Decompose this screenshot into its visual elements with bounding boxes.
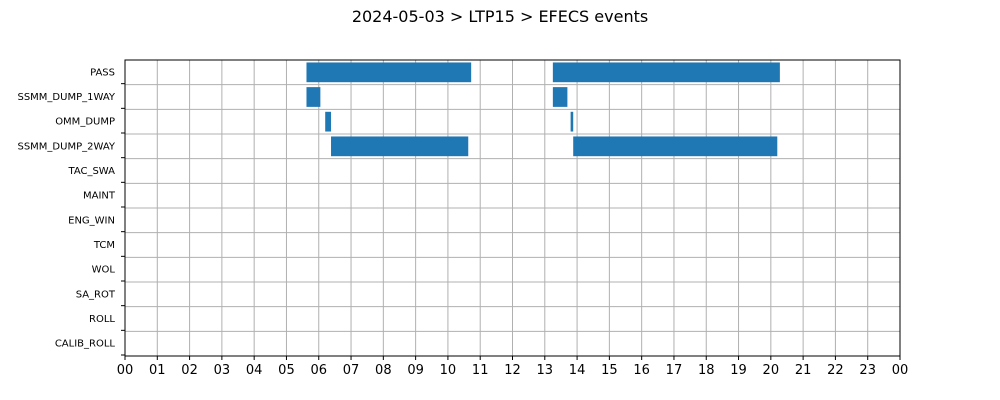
x-tick-label: 00 — [117, 363, 134, 378]
x-tick-label: 21 — [795, 363, 812, 378]
event-bar — [306, 87, 321, 107]
x-tick-label: 05 — [278, 363, 295, 378]
plot-frame — [124, 59, 901, 357]
event-bar — [573, 136, 778, 157]
event-bar — [570, 111, 574, 132]
x-tick-label: 01 — [149, 363, 166, 378]
y-tick-label: SSMM_DUMP_1WAY — [17, 92, 115, 103]
x-tick-label: 08 — [375, 363, 392, 378]
event-bar — [552, 87, 568, 107]
x-tick-label: 12 — [504, 363, 521, 378]
event-bar — [325, 111, 332, 132]
x-tick-label: 10 — [440, 363, 457, 378]
event-bar — [306, 62, 472, 83]
x-tick-label: 23 — [859, 363, 876, 378]
x-tick-label: 07 — [343, 363, 360, 378]
x-tick-label: 22 — [827, 363, 844, 378]
x-tick-label: 18 — [698, 363, 715, 378]
x-tick-label: 14 — [569, 363, 586, 378]
y-tick-label: MAINT — [83, 191, 116, 202]
x-tick-label: 11 — [472, 363, 489, 378]
x-tick-label: 16 — [633, 363, 650, 378]
x-tick-label: 19 — [730, 363, 747, 378]
chart-title: 2024-05-03 > LTP15 > EFECS events — [352, 7, 648, 26]
x-tick-label: 06 — [310, 363, 327, 378]
y-tick-label: ENG_WIN — [68, 215, 115, 226]
y-tick-label: WOL — [92, 265, 116, 276]
event-bar — [331, 136, 469, 157]
y-tick-label: CALIB_ROLL — [55, 339, 116, 350]
y-tick-label: OMM_DUMP — [55, 117, 115, 128]
y-tick-label: TCM — [93, 240, 115, 251]
y-tick-label: SA_ROT — [76, 289, 116, 300]
x-tick-label: 20 — [763, 363, 780, 378]
x-tick-label: 17 — [666, 363, 683, 378]
x-tick-label: 15 — [601, 363, 618, 378]
event-bar — [552, 62, 780, 83]
y-tick-label: TAC_SWA — [67, 166, 115, 177]
x-tick-label: 04 — [246, 363, 263, 378]
ticks-layer: 00 01 02 03 04 05 06 07 08 09 10 11 12 13 14 15 16 17 18 19… — [17, 67, 908, 378]
y-tick-label: PASS — [90, 67, 115, 78]
bars-layer — [306, 62, 780, 157]
x-tick-label: 03 — [214, 363, 231, 378]
x-tick-label: 00 — [892, 363, 909, 378]
y-tick-label: ROLL — [89, 314, 115, 325]
grid-layer — [124, 59, 901, 357]
x-tick-label: 09 — [407, 363, 424, 378]
x-tick-label: 13 — [537, 363, 554, 378]
x-tick-label: 02 — [181, 363, 198, 378]
y-tick-label: SSMM_DUMP_2WAY — [17, 141, 115, 152]
